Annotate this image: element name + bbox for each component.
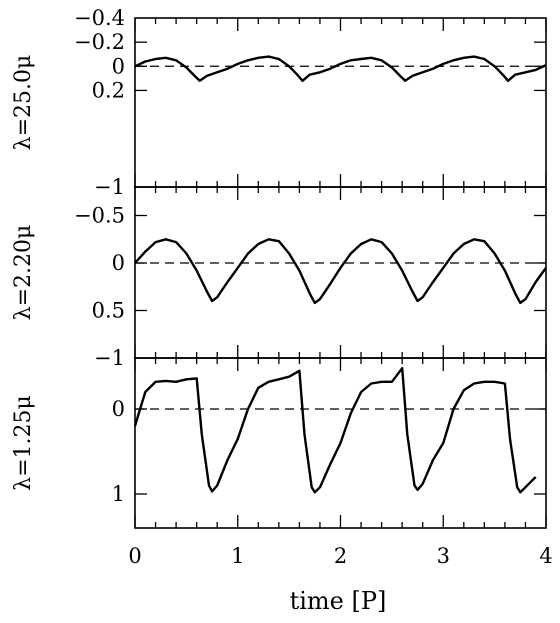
x-axis: 0 1 2 3 4 (128, 544, 552, 568)
y-tick-label: −0.2 (74, 30, 125, 54)
y-tick-label: 0.5 (92, 299, 125, 323)
panel-label: λ=2.20μ (11, 225, 36, 321)
panel-1: −0.4−0.200.2 −1 λ=25.0μ (11, 6, 547, 199)
y-tick-label: −0.4 (74, 6, 125, 30)
x-axis-title: time [P] (290, 587, 387, 615)
y-tick-label: 1 (112, 482, 125, 506)
x-tick-label: 0 (128, 544, 141, 568)
x-tick-label: 2 (334, 544, 347, 568)
panel-2: −0.5 0 0.5 −1 λ=2.20μ (11, 186, 547, 370)
y-tick-label: 0 (112, 54, 125, 78)
y-tick-label: 0 (112, 251, 125, 275)
series-line-1 (133, 367, 537, 494)
panel-frame (134, 17, 547, 188)
series-line-1 (134, 55, 547, 82)
panel-3: 0 1 λ=1.25μ (11, 357, 547, 529)
panel-label: λ=1.25μ (11, 395, 36, 491)
y-tick-label: 0 (112, 397, 125, 421)
y-tick-label: −0.5 (74, 204, 125, 228)
y-tick-label: −1 (94, 346, 125, 370)
x-tick-label: 3 (437, 544, 450, 568)
panel-label: λ=25.0μ (11, 55, 36, 151)
y-tick-label: 0.2 (92, 78, 125, 102)
x-tick-label: 4 (539, 544, 552, 568)
series-line-1 (134, 238, 547, 305)
y-tick-label: −1 (94, 175, 125, 199)
x-tick-label: 1 (231, 544, 244, 568)
